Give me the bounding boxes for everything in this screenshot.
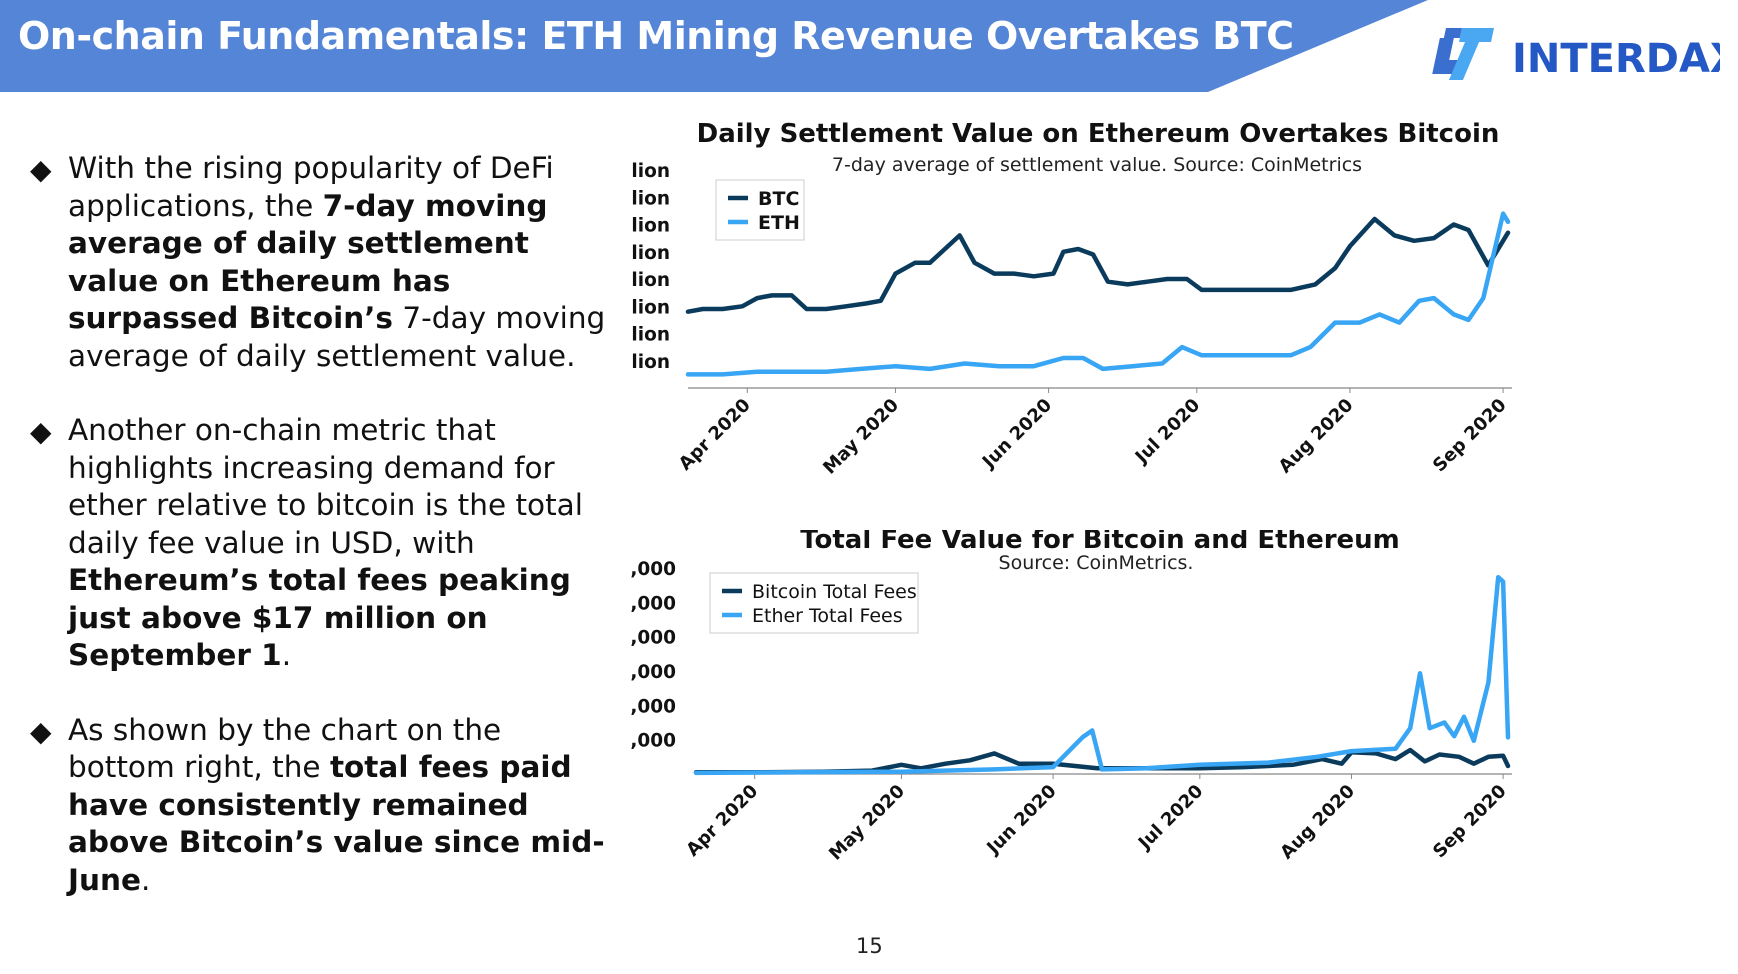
header-bar: On-chain Fundamentals: ETH Mining Revenu…: [0, 0, 1738, 92]
bullet-text: .: [281, 638, 292, 672]
logo-text: INTERDAX: [1512, 36, 1720, 82]
x-tick-label: Apr 2020: [675, 395, 755, 475]
x-tick-label: Apr 2020: [682, 781, 762, 861]
series-line-ether-total-fees: [693, 574, 1511, 776]
header-bar-shape: [0, 0, 1428, 92]
y-tick-label: $9,000,000: [630, 662, 676, 683]
y-tick-label: $12,000,000: [630, 628, 676, 649]
chart-title: Total Fee Value for Bitcoin and Ethereum: [800, 530, 1400, 555]
bullet-text: .: [141, 862, 151, 897]
y-tick-label: $1.0 billion: [630, 325, 670, 346]
fee-value-chart: Total Fee Value for Bitcoin and Ethereum…: [630, 530, 1512, 865]
y-tick-label: $2.5 billion: [630, 243, 670, 264]
x-tick-label: Sep 2020: [1429, 395, 1511, 477]
series-line-bitcoin-total-fees: [693, 747, 1511, 775]
y-tick-label: $4.0 billion: [630, 161, 670, 182]
y-tick-label: $15,000,000: [630, 593, 676, 614]
page-number: 15: [856, 934, 883, 958]
x-tick-label: May 2020: [819, 395, 903, 479]
chart-subtitle: Source: CoinMetrics.: [999, 552, 1194, 574]
y-tick-label: $2.0 billion: [630, 270, 670, 291]
fee-chart-body: Total Fee Value for Bitcoin and Ethereum…: [630, 530, 1512, 865]
series-line-btc: [685, 216, 1511, 314]
x-tick-label: Jun 2020: [982, 781, 1061, 860]
chart-subtitle: 7-day average of settlement value. Sourc…: [832, 154, 1362, 176]
legend-label: Ether Total Fees: [752, 605, 903, 627]
diamond-bullet-icon: ◆: [30, 153, 52, 186]
bullet-item: ◆ As shown by the chart on the bottom rig…: [30, 712, 610, 900]
bullet-text: With the rising popularity of DeFi appli…: [68, 151, 554, 223]
diamond-bullet-icon: ◆: [30, 415, 52, 448]
bullet-item: ◆ With the rising popularity of DeFi appl…: [30, 150, 610, 375]
bullet-item: ◆ Another on-chain metric that highlights…: [30, 412, 610, 675]
x-tick-label: Aug 2020: [1276, 781, 1359, 864]
y-tick-label: $6,000,000: [630, 696, 676, 717]
y-tick-label: $18,000,000: [630, 559, 676, 580]
x-tick-label: Sep 2020: [1429, 781, 1511, 863]
page-title: On-chain Fundamentals: ETH Mining Revenu…: [18, 14, 1294, 58]
diamond-bullet-icon: ◆: [30, 714, 52, 748]
legend-label: BTC: [758, 188, 799, 210]
logo-mark-icon: INTERDAX: [1432, 28, 1738, 82]
x-tick-label: May 2020: [825, 781, 909, 865]
legend-box: [709, 572, 919, 634]
bullet-text: As shown by the chart on the bottom righ…: [68, 712, 502, 785]
bullet-text: Another on-chain metric that highlights …: [68, 413, 583, 560]
y-tick-label: $3.0 billion: [630, 216, 670, 237]
x-tick-label: Jun 2020: [977, 395, 1056, 474]
y-tick-label: $0.5 billion: [630, 352, 670, 373]
bullet-list: ◆ With the rising popularity of DeFi appl…: [30, 150, 610, 936]
bullet-text: 7-day moving average of daily settlement…: [68, 301, 606, 373]
x-tick-label: Aug 2020: [1275, 395, 1358, 478]
y-tick-label: $1.5 billion: [630, 297, 670, 318]
y-tick-label: $3,000,000: [630, 731, 676, 752]
legend-box: [715, 179, 805, 241]
chart-title: Daily Settlement Value on Ethereum Overt…: [697, 119, 1500, 149]
series-line-eth: [685, 211, 1511, 377]
bullet-emphasis: total fees paid have consistently remain…: [68, 750, 605, 897]
bullet-emphasis: 7-day moving average of daily settlement…: [68, 188, 548, 336]
y-tick-label: $3.5 billion: [630, 188, 670, 209]
interdax-logo: INTERDAX: [1430, 22, 1738, 86]
legend-label: Bitcoin Total Fees: [752, 581, 917, 603]
bullet-emphasis: Ethereum’s total fees peaking just above…: [68, 563, 571, 672]
legend-label: ETH: [758, 212, 800, 234]
settlement-value-chart: Daily Settlement Value on Ethereum Overt…: [630, 119, 1512, 479]
x-tick-label: Jul 2020: [1133, 781, 1207, 855]
x-tick-label: Jul 2020: [1130, 395, 1204, 469]
